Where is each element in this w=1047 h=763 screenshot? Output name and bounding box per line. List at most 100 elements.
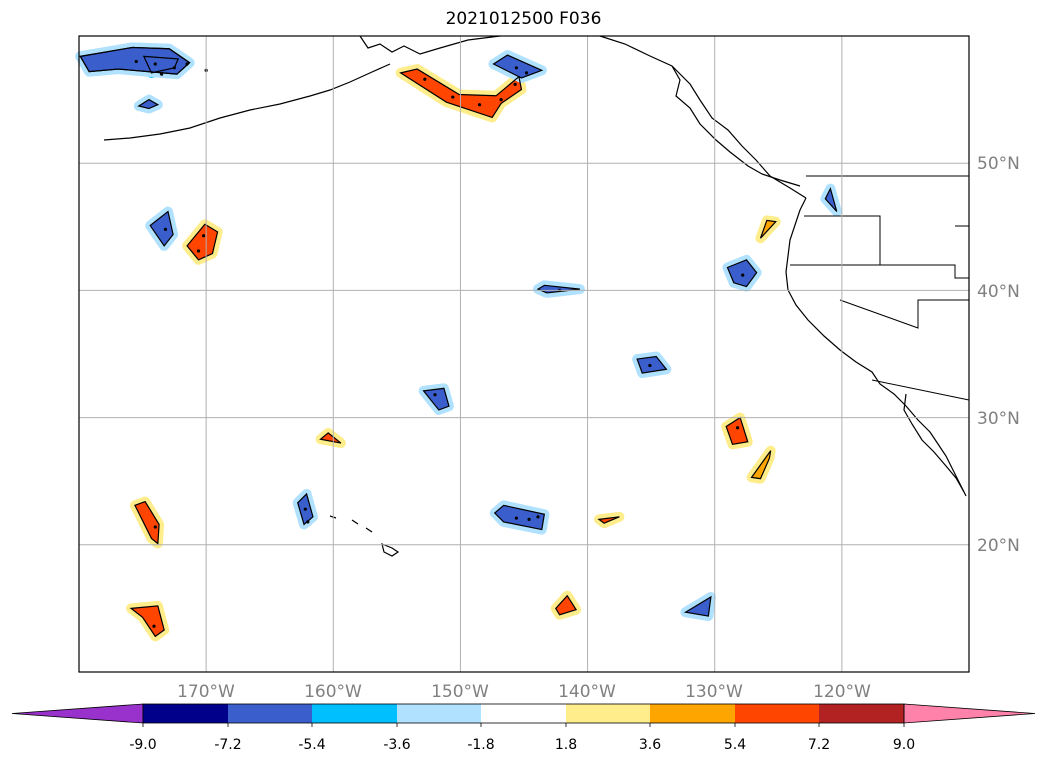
coastline [103, 35, 967, 557]
state-borders [790, 215, 970, 401]
cb-tick-label: 3.6 [639, 737, 661, 753]
cb-tick-label: 7.2 [808, 737, 830, 753]
significance-dot [196, 249, 201, 253]
bc-coast [671, 65, 801, 187]
baja-coast [903, 393, 965, 493]
colorbar-segment [819, 704, 904, 723]
contour-outline [597, 516, 620, 524]
contour-outline [726, 259, 758, 288]
contour-outline [536, 284, 581, 294]
anomaly-region [423, 388, 449, 410]
colorbar [11, 703, 1036, 727]
figure-title: 2021012500 F036 [445, 9, 602, 29]
aleutian-islands [103, 63, 391, 141]
alaska-panhandle [599, 35, 807, 199]
lon-label-120w: 120°W [813, 682, 871, 702]
cb-tick-label: -3.6 [383, 737, 410, 753]
significance-contours [79, 46, 838, 638]
contour-outline [319, 432, 342, 444]
contour-outline [636, 355, 668, 374]
significance-dot [202, 234, 206, 238]
anomaly-region [187, 224, 218, 260]
contour-outline [297, 492, 314, 526]
lon-label-160w: 160°W [304, 682, 362, 702]
significance-dot [477, 103, 482, 107]
colorbar-segment [735, 704, 819, 723]
significance-dot [736, 426, 740, 430]
lat-label-30: 30°N [977, 409, 1020, 429]
lat-label-40: 40°N [977, 282, 1020, 302]
colorbar-frame [142, 703, 905, 724]
significance-dot [514, 66, 518, 70]
contour-outline [79, 46, 191, 75]
longitude-labels: 170°W 160°W 150°W 140°W 130°W 120°W [177, 682, 871, 702]
significance-dot [160, 72, 164, 76]
colorbar-segment [650, 704, 735, 723]
cb-tick-label: 5.4 [724, 737, 746, 753]
contour-outline [750, 450, 772, 480]
significance-dot [451, 95, 455, 99]
contour-outline [493, 504, 546, 531]
contour-outline [134, 500, 160, 545]
contour-outline [683, 595, 712, 617]
contour-outline [422, 387, 450, 411]
colorbar-segment [312, 704, 397, 723]
significance-dot [527, 517, 531, 521]
colorbar-left-extension [11, 703, 144, 724]
cb-tick-label: 9.0 [893, 737, 915, 753]
contour-outline [149, 210, 174, 247]
cb-tick-label: -1.8 [467, 737, 494, 753]
colorbar-segment [228, 704, 312, 723]
contour-outline [399, 68, 523, 119]
anomaly-region [150, 211, 174, 246]
contour-outline [555, 594, 578, 616]
map-area [75, 35, 970, 673]
significance-dot [499, 98, 503, 102]
alaska-coast [359, 35, 501, 55]
significance-dot [153, 525, 157, 529]
significance-dots [134, 59, 745, 628]
contour-outline [759, 219, 777, 239]
cb-tick-label: -7.2 [214, 737, 241, 753]
anomaly-region [494, 505, 545, 530]
lon-label-140w: 140°W [558, 682, 616, 702]
significance-dot [303, 507, 307, 511]
us-west-coast [785, 197, 967, 497]
political-borders [790, 175, 970, 401]
significance-dot [524, 71, 529, 75]
map-background [79, 36, 969, 672]
significance-dot [648, 363, 652, 368]
contour-outline [824, 186, 838, 212]
lat-label-20: 20°N [977, 536, 1020, 556]
significance-dot [153, 62, 157, 66]
lat-label-50: 50°N [977, 154, 1020, 174]
lon-label-170w: 170°W [177, 682, 235, 702]
significance-dot [513, 82, 517, 86]
anomaly-region [727, 259, 757, 287]
contour-outline [186, 223, 219, 261]
anomaly-region [131, 605, 165, 637]
significance-dot [172, 66, 176, 70]
significance-dot [306, 520, 310, 524]
anomaly-region [134, 501, 160, 544]
cb-tick-label: 1.8 [555, 737, 577, 753]
cb-tick-label: -5.4 [298, 737, 325, 753]
gridlines [79, 36, 969, 672]
lon-label-130w: 130°W [685, 682, 743, 702]
cb-tick-label: -9.0 [129, 737, 156, 753]
significance-dot [741, 273, 745, 277]
anomaly-region [555, 595, 577, 615]
anomaly-region [493, 55, 542, 78]
map-frame [78, 35, 970, 673]
significance-dot [185, 62, 189, 66]
anomaly-region [726, 417, 748, 445]
colorbar-segment [566, 704, 650, 723]
significance-dot [536, 515, 540, 519]
latitude-labels: 50°N 40°N 30°N 20°N [977, 154, 1020, 556]
contour-outline [492, 54, 544, 79]
contour-outline [129, 605, 165, 638]
colorbar-segment [143, 704, 228, 723]
anomaly-region [400, 69, 522, 118]
anomaly-region [685, 596, 711, 617]
